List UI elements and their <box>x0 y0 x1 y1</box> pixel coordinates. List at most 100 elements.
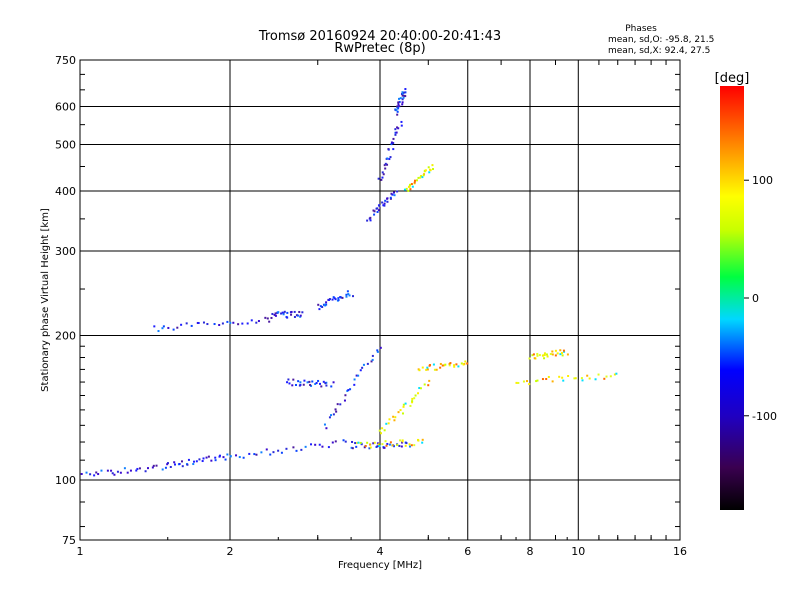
data-point-X <box>536 352 539 355</box>
data-point-O <box>332 296 335 299</box>
data-point-X <box>378 429 381 432</box>
data-point-X <box>399 409 402 412</box>
data-point-O <box>345 295 348 298</box>
data-point-O <box>295 449 298 452</box>
data-point-O <box>400 120 403 123</box>
data-point-O <box>237 323 240 326</box>
data-point-O <box>299 381 302 384</box>
data-point-X <box>364 445 367 448</box>
data-point-X <box>562 379 565 382</box>
data-point-O <box>255 453 258 456</box>
data-point-O <box>354 442 357 445</box>
data-point-X <box>444 363 447 366</box>
data-point-X <box>389 441 392 444</box>
data-point-O <box>173 461 176 464</box>
data-point-X <box>417 176 420 179</box>
data-point-X <box>441 364 444 367</box>
data-point-O <box>402 96 405 99</box>
data-point-X <box>559 353 562 356</box>
data-point-O <box>386 157 389 160</box>
data-point-X <box>535 380 538 383</box>
data-point-O <box>351 447 354 450</box>
data-point-O <box>290 313 293 316</box>
data-point-O <box>393 191 396 194</box>
data-point-O <box>399 97 402 100</box>
data-point-O <box>347 293 350 296</box>
data-point-O <box>366 362 369 365</box>
data-point-X <box>594 378 597 381</box>
data-point-O <box>401 101 404 104</box>
x-axis-label: Frequency [MHz] <box>338 560 422 571</box>
data-point-X <box>457 365 460 368</box>
data-point-O <box>238 456 241 459</box>
data-point-O <box>344 394 347 397</box>
data-point-O <box>396 190 399 193</box>
data-point-O <box>226 320 229 323</box>
data-point-X <box>413 179 416 182</box>
data-point-X <box>431 164 434 167</box>
y-tick-label: 600 <box>55 101 76 114</box>
data-point-X <box>397 411 400 414</box>
data-point-O <box>318 382 321 385</box>
data-point-X <box>377 443 380 446</box>
data-point-X <box>402 403 405 406</box>
data-point-X <box>421 176 424 179</box>
data-point-O <box>334 298 337 301</box>
data-point-X <box>424 169 427 172</box>
data-point-O <box>388 443 391 446</box>
y-tick-label: 100 <box>55 474 76 487</box>
data-point-O <box>172 328 175 331</box>
x-tick-label: 10 <box>571 545 585 558</box>
data-point-O <box>280 312 283 315</box>
data-point-O <box>126 471 129 474</box>
data-point-O <box>321 445 324 448</box>
data-point-O <box>398 100 401 103</box>
data-point-O <box>273 313 276 316</box>
data-point-O <box>319 305 322 308</box>
x-tick-label: 8 <box>527 545 534 558</box>
data-point-O <box>381 171 384 174</box>
data-point-O <box>213 323 216 326</box>
data-point-X <box>453 364 456 367</box>
data-point-O <box>383 164 386 167</box>
data-point-O <box>224 458 227 461</box>
data-point-O <box>260 451 263 454</box>
data-point-O <box>180 460 183 463</box>
data-point-O <box>396 110 399 113</box>
data-point-X <box>597 373 600 376</box>
data-point-X <box>411 397 414 400</box>
data-point-O <box>221 322 224 325</box>
data-point-O <box>355 445 358 448</box>
data-point-X <box>428 379 431 382</box>
data-point-O <box>100 469 103 472</box>
data-point-O <box>290 310 293 313</box>
data-point-X <box>403 188 406 191</box>
data-point-X <box>410 183 413 186</box>
data-point-O <box>334 440 337 443</box>
data-point-O <box>166 462 169 465</box>
data-point-O <box>161 468 164 471</box>
data-point-O <box>146 467 149 470</box>
data-point-X <box>545 353 548 356</box>
data-point-O <box>382 173 385 176</box>
data-point-O <box>352 295 355 298</box>
data-point-O <box>242 456 245 459</box>
data-point-X <box>393 419 396 422</box>
data-point-X <box>554 349 557 352</box>
data-point-O <box>302 383 305 386</box>
data-point-O <box>311 380 314 383</box>
data-point-O <box>323 303 326 306</box>
data-point-O <box>317 379 320 382</box>
data-point-X <box>580 377 583 380</box>
data-point-X <box>613 373 616 376</box>
data-point-O <box>392 137 395 140</box>
data-point-X <box>615 372 618 375</box>
data-point-X <box>402 405 405 408</box>
data-point-O <box>395 109 398 112</box>
data-point-O <box>95 471 98 474</box>
data-point-X <box>559 349 562 352</box>
data-point-O <box>321 305 324 308</box>
data-point-O <box>386 200 389 203</box>
data-point-O <box>376 350 379 353</box>
data-point-O <box>123 467 126 470</box>
